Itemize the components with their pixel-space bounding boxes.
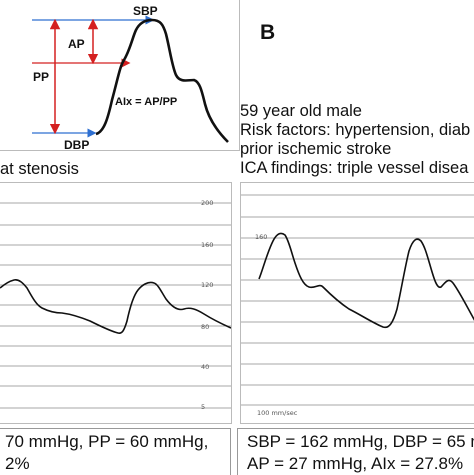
sbp-label: SBP [133, 4, 158, 18]
panel-b-trace-footer: 100 mm/sec [257, 409, 298, 417]
panel-b-gridlines [241, 194, 474, 406]
panel-a-tick-40: 40 [201, 363, 210, 371]
panel-a-gridlines [0, 202, 231, 409]
panel-b-info-line-1: 59 year old male [240, 102, 362, 120]
aix-formula: AIx = AP/PP [115, 96, 178, 108]
schematic-waveform [95, 18, 229, 143]
panel-b-measurement-line-1: SBP = 162 mmHg, DBP = 65 m [247, 432, 474, 451]
panel-b-info-line-2: Risk factors: hypertension, diab [240, 121, 471, 139]
panel-b-tick-160: 160 [255, 233, 268, 241]
panel-a-tick-160: 160 [201, 241, 214, 249]
panel-a-waveform [0, 279, 231, 334]
panel-b-measurement-box: SBP = 162 mmHg, DBP = 65 m AP = 27 mmHg,… [237, 428, 474, 475]
panel-a-tick-120: 120 [201, 281, 214, 289]
panel-a-measurement-line-2: 2% [5, 454, 30, 473]
dbp-label: DBP [64, 138, 90, 152]
panel-b-letter: B [260, 21, 276, 44]
ap-label: AP [68, 37, 85, 51]
panel-a-measurement-box: 70 mmHg, PP = 60 mmHg, 2% [0, 428, 231, 475]
panel-a-trace-svg [0, 202, 231, 409]
panel-b-info-line-3: prior ischemic stroke [240, 140, 392, 158]
panel-a-tick-80: 80 [201, 323, 210, 331]
panel-a-measurement-line-1: 70 mmHg, PP = 60 mmHg, [5, 432, 209, 451]
panel-b-info-line-4: ICA findings: triple vessel disea [240, 159, 469, 177]
panel-b-trace-box: 160 100 mm/sec [240, 182, 474, 424]
schematic-box [0, 0, 240, 151]
panel-a-caption: at stenosis [0, 160, 79, 178]
panel-a-tick-200: 200 [201, 199, 214, 207]
panel-b-waveform [258, 232, 474, 329]
panel-b-trace-svg [241, 194, 474, 406]
panel-b-measurement-line-2: AP = 27 mmHg, AIx = 27.8% [247, 454, 464, 473]
panel-a-tick-5: 5 [201, 403, 206, 411]
pp-label: PP [33, 70, 50, 84]
panel-a-trace-box: 200 160 120 80 40 5 [0, 182, 232, 424]
